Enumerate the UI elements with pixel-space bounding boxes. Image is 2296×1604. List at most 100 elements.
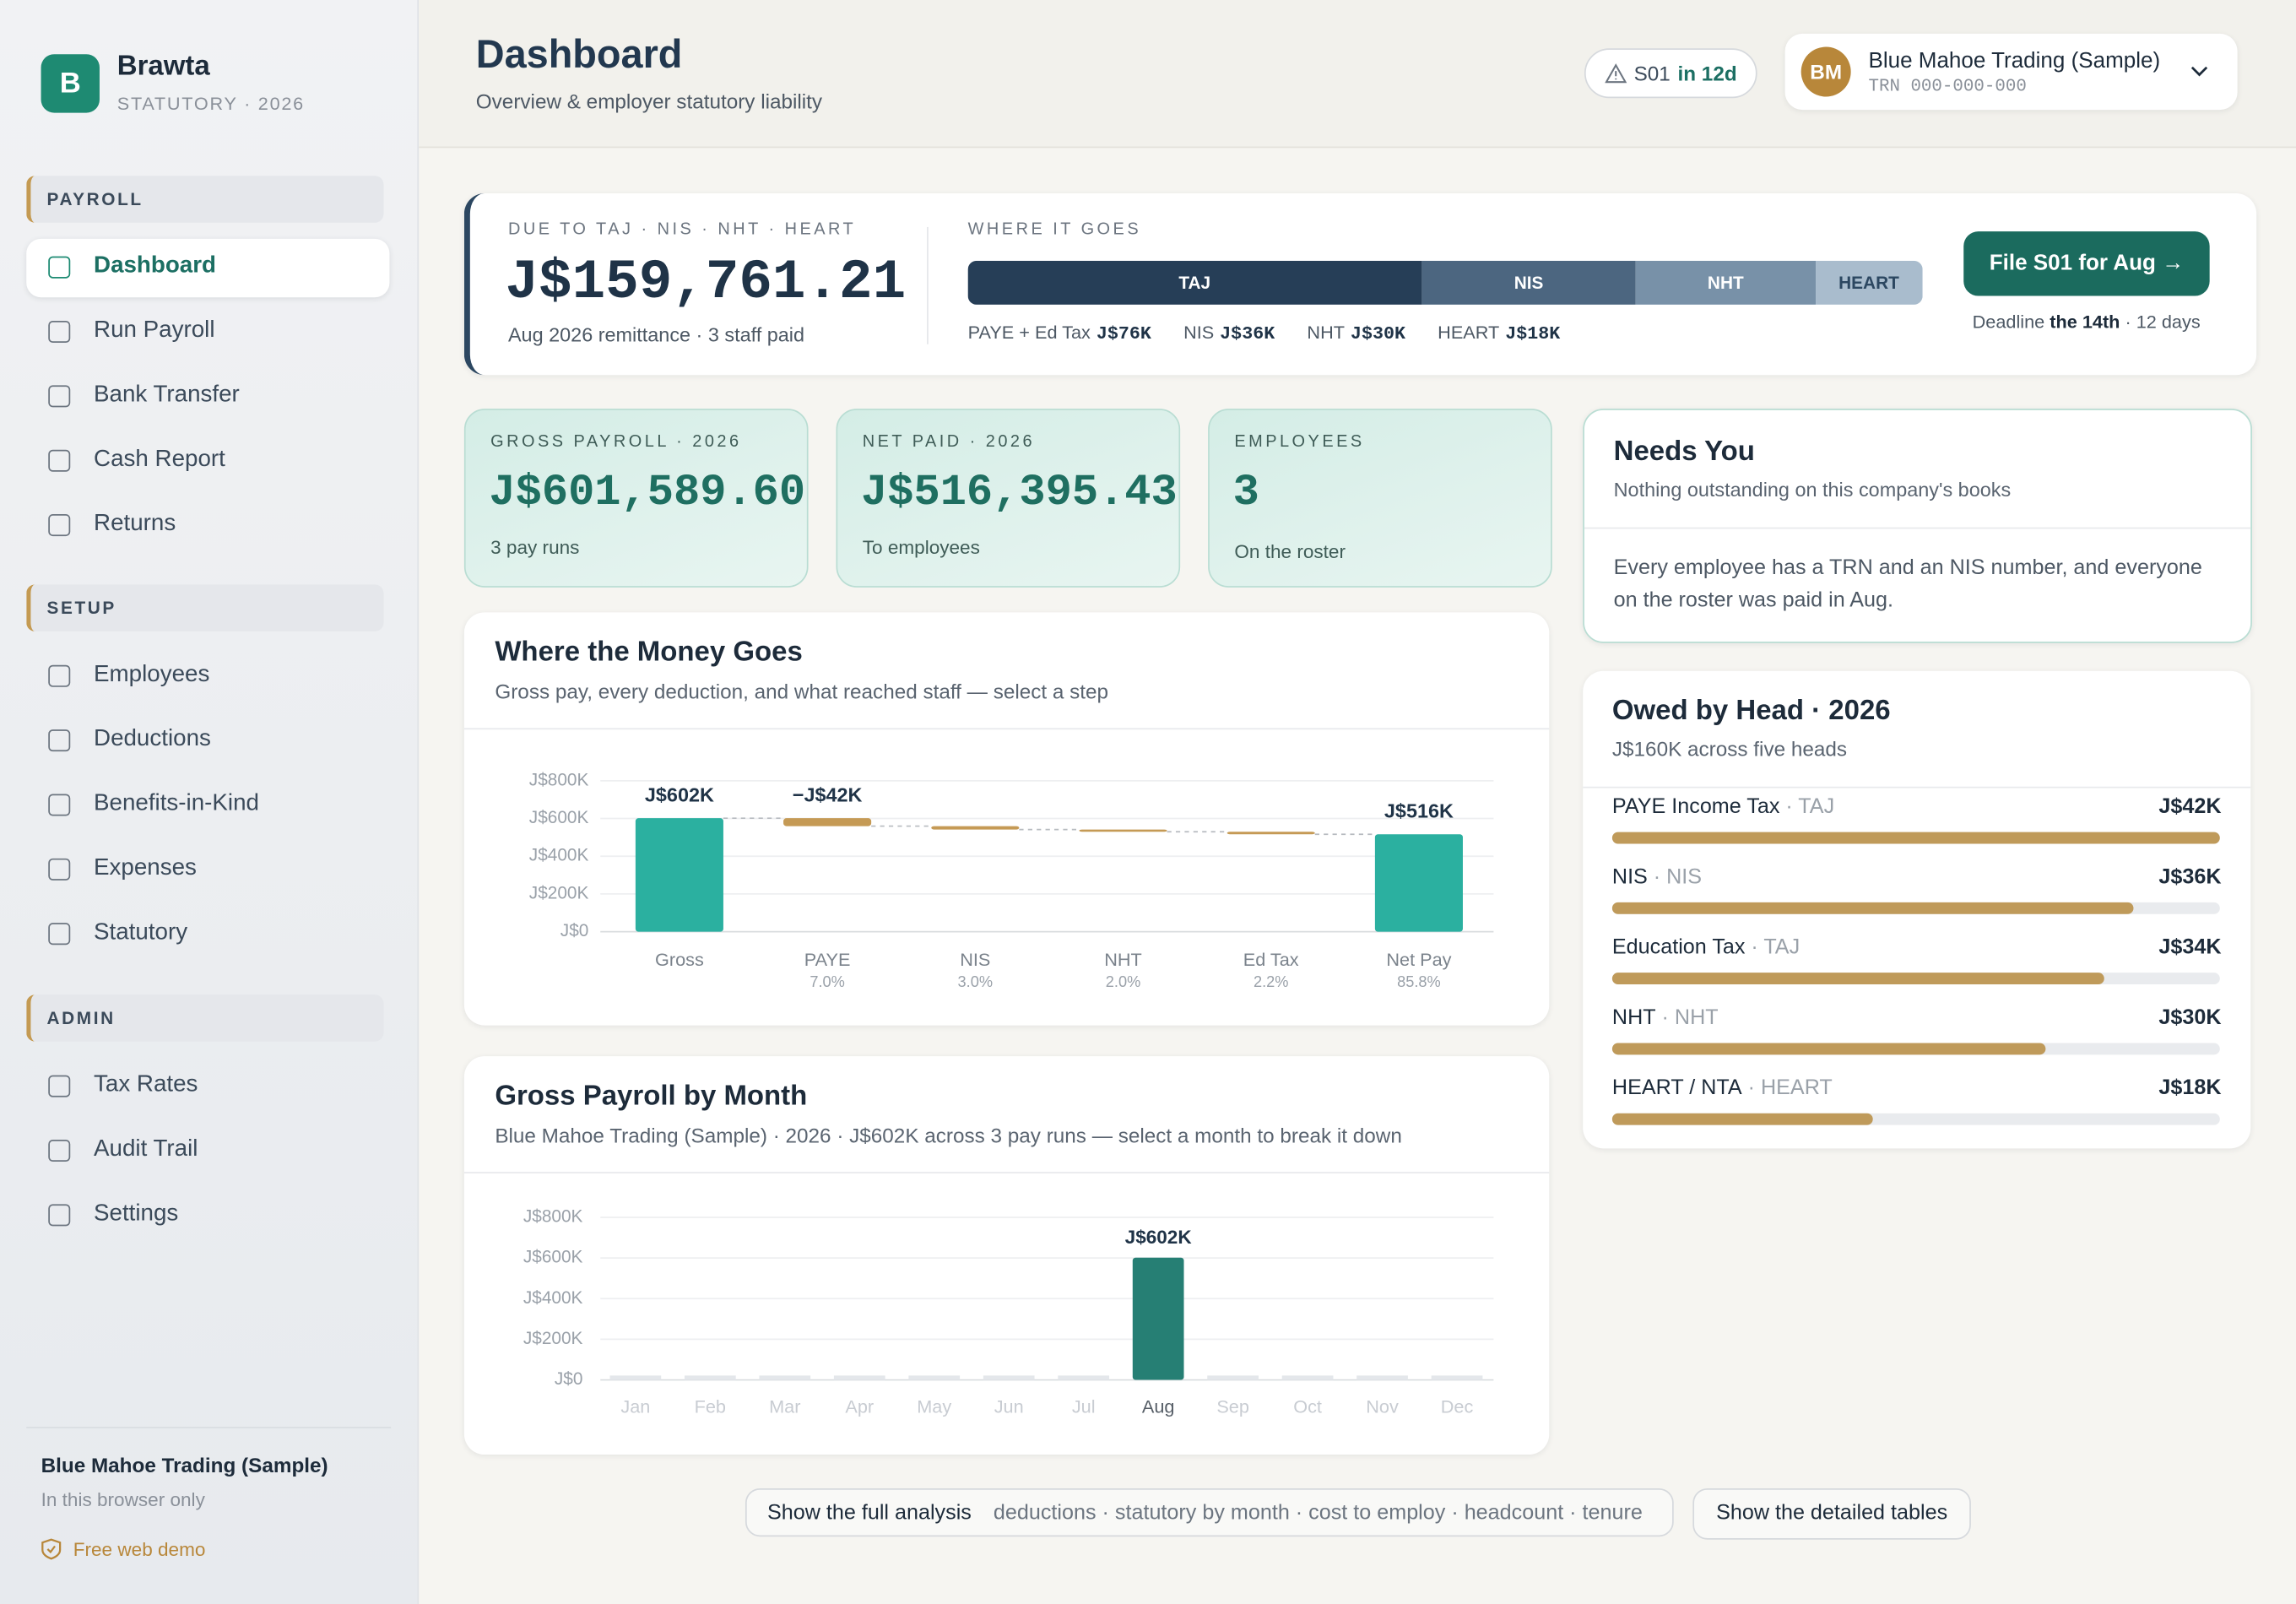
nav-item[interactable]: Audit Trail — [94, 1136, 198, 1162]
deadline-date: the 14th — [2050, 312, 2120, 333]
legend-value: J$30K — [1350, 323, 1406, 344]
footer-note: In this browser only — [41, 1487, 205, 1510]
footer-badge: Free web demo — [73, 1537, 206, 1560]
analysis-label: Show the full analysis — [766, 1500, 972, 1525]
section-header: SETUP — [26, 584, 384, 631]
page-title: Dashboard — [475, 32, 683, 77]
kpi-value: J$516,395.43 — [861, 469, 1178, 519]
nav-item[interactable]: Benefits-in-Kind — [94, 791, 259, 816]
waterfall-title: Where the Money Goes — [495, 637, 803, 669]
head-value: J$36K — [2158, 865, 2222, 890]
head-value: J$30K — [2158, 1006, 2222, 1030]
legend-label: HEART — [1438, 322, 1500, 344]
nav-icon — [48, 256, 71, 279]
shield-icon — [41, 1538, 62, 1560]
nav-item[interactable]: Bank Transfer — [94, 382, 240, 408]
nav-icon — [48, 321, 71, 344]
nav-item[interactable]: Dashboard — [94, 253, 217, 279]
liability-note: Aug 2026 remittance · 3 staff paid — [507, 323, 805, 346]
nav-icon — [48, 514, 71, 537]
divider — [1583, 786, 2251, 788]
owed-title: Owed by Head · 2026 — [1611, 696, 1891, 727]
head-value: J$34K — [2158, 935, 2222, 960]
divider — [463, 728, 1550, 730]
legend-value: J$18K — [1505, 323, 1561, 344]
analysis-button[interactable]: Show the full analysis deductions · stat… — [745, 1487, 1674, 1537]
nav-item[interactable]: Settings — [94, 1200, 179, 1227]
liability-amount: J$159,761.21 — [505, 252, 907, 316]
head-value: J$42K — [2158, 795, 2222, 819]
split-legend: PAYE + Ed Tax J$76K NIS J$36K NHT J$30K HEART J… — [968, 322, 1561, 344]
legend-value: J$76K — [1096, 323, 1151, 344]
segment-name: HEART — [1838, 272, 1899, 294]
split-segment: TAJ — [967, 260, 1421, 305]
liability-divider — [927, 226, 929, 344]
nav-active — [26, 238, 390, 298]
split-label: WHERE IT GOES — [967, 221, 1142, 239]
deadline-alert[interactable]: S01 in 12d — [1584, 48, 1757, 99]
head-name: NHT — [1611, 1006, 1656, 1030]
head-agency: · NIS — [1653, 865, 1703, 890]
nav-icon — [48, 664, 71, 687]
analysis-topics: deductions · statutory by month · cost t… — [993, 1500, 1643, 1525]
kpi-card: NET PAID · 2026 J$516,395.43 To employees — [836, 409, 1181, 588]
tables-button[interactable]: Show the detailed tables — [1692, 1487, 1971, 1540]
head-agency: · TAJ — [1751, 935, 1801, 960]
nav-item[interactable]: Cash Report — [94, 447, 225, 472]
row-label: NIS · NIS — [1612, 866, 1702, 890]
row-label: NHT · NHT — [1612, 1006, 1719, 1030]
file-button[interactable]: File S01 for Aug → — [1963, 231, 2210, 296]
kpi-value: J$601,589.60 — [489, 469, 806, 519]
liability-label: DUE TO TAJ · NIS · NHT · HEART — [507, 221, 857, 239]
head-name: NIS — [1611, 865, 1648, 890]
owed-card: Owed by Head · 2026 J$160K across five h… — [1583, 670, 2251, 1149]
row-label: PAYE Income Tax · TAJ — [1612, 795, 1834, 819]
nav-item[interactable]: Returns — [94, 511, 176, 537]
legend-item: NIS J$36K — [1183, 322, 1275, 344]
kpi-value: 3 — [1232, 469, 1259, 519]
legend-item: PAYE + Ed Tax J$76K — [968, 322, 1151, 344]
page-subtitle: Overview & employer statutory liability — [475, 89, 823, 113]
kpi-label: EMPLOYEES — [1234, 433, 1365, 452]
head-agency: · NHT — [1661, 1006, 1719, 1030]
company-switcher[interactable]: BM Blue Mahoe Trading (Sample) TRN 000-0… — [1784, 33, 2238, 111]
kpi-note: On the roster — [1234, 540, 1346, 563]
needs-you-card: Needs You Nothing outstanding on this co… — [1583, 409, 2252, 643]
head-bar — [1611, 902, 2133, 914]
legend-label: NIS — [1183, 322, 1215, 344]
waterfall-card: Where the Money Goes Gross pay, every de… — [463, 612, 1550, 1026]
avatar: BM — [1801, 46, 1851, 97]
kpi-note: 3 pay runs — [490, 536, 580, 559]
nav-item[interactable]: Deductions — [94, 726, 211, 752]
nav-icon — [48, 923, 71, 946]
alert-due: in 12d — [1677, 61, 1737, 85]
nav-icon — [48, 385, 71, 408]
head-agency: · HEART — [1747, 1076, 1833, 1101]
needs-title: Needs You — [1613, 436, 1755, 468]
monthly-subtitle: Blue Mahoe Trading (Sample) · 2026 · J$6… — [495, 1123, 1402, 1147]
nav-item[interactable]: Run Payroll — [94, 317, 215, 344]
kpi-label: GROSS PAYROLL · 2026 — [490, 433, 742, 452]
deadline-label: Deadline — [1972, 312, 2045, 333]
monthly-title: Gross Payroll by Month — [495, 1081, 808, 1113]
head-name: HEART / NTA — [1611, 1076, 1742, 1101]
kpi-label: NET PAID · 2026 — [862, 433, 1036, 452]
nav-item[interactable]: Expenses — [94, 855, 197, 881]
nav-item[interactable]: Tax Rates — [94, 1072, 198, 1097]
company-name: Blue Mahoe Trading (Sample) — [1868, 48, 2161, 73]
nav-icon — [48, 794, 71, 816]
segment-name: NHT — [1707, 272, 1744, 294]
nav-icon — [48, 729, 71, 752]
section-header: ADMIN — [26, 994, 384, 1042]
needs-body: Every employee has a TRN and an NIS numb… — [1613, 556, 2202, 613]
nav-icon — [48, 449, 71, 472]
kpi-note: To employees — [862, 536, 980, 559]
nav-item[interactable]: Employees — [94, 662, 210, 687]
logo: B — [41, 54, 100, 113]
split-segment: NIS — [1421, 260, 1637, 305]
kpi-card: EMPLOYEES 3 On the roster — [1208, 409, 1552, 588]
nav-item[interactable]: Statutory — [94, 919, 188, 946]
nav-icon — [48, 1204, 71, 1227]
needs-subtitle: Nothing outstanding on this company's bo… — [1613, 479, 2012, 501]
